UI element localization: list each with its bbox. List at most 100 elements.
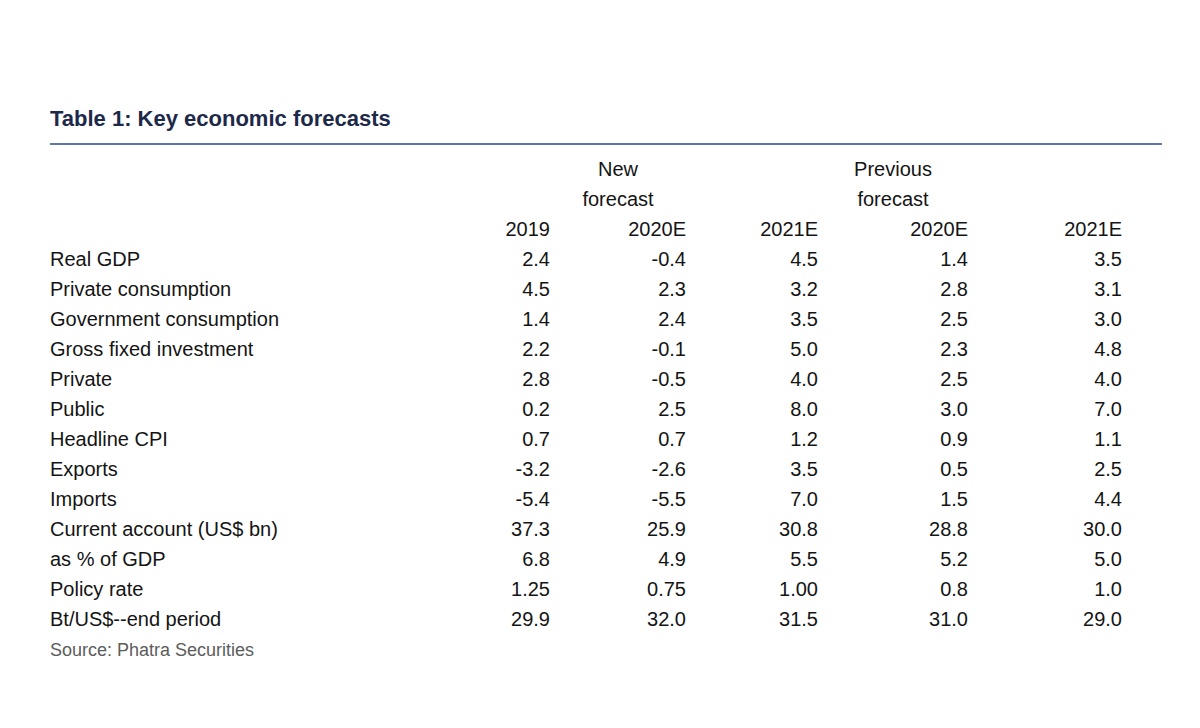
cell-value: 0.7 <box>440 424 550 454</box>
table-row: as % of GDP6.84.95.55.25.0 <box>50 544 1122 574</box>
cell-value: 4.9 <box>550 544 686 574</box>
table-row: Bt/US$--end period29.932.031.531.029.0 <box>50 604 1122 634</box>
cell-value: 3.1 <box>968 274 1122 304</box>
cell-value: 4.5 <box>440 274 550 304</box>
row-label: Public <box>50 394 440 424</box>
cell-value: -0.5 <box>550 364 686 394</box>
cell-value: 0.8 <box>818 574 968 604</box>
cell-value: 0.7 <box>550 424 686 454</box>
row-label: Exports <box>50 454 440 484</box>
group-header-row: New forecast Previous forecast <box>50 150 1122 214</box>
cell-value: 32.0 <box>550 604 686 634</box>
cell-value: 2.4 <box>550 304 686 334</box>
cell-value: 4.0 <box>968 364 1122 394</box>
row-label: Government consumption <box>50 304 440 334</box>
empty-cell <box>440 150 550 214</box>
cell-value: 4.5 <box>686 244 818 274</box>
row-label: Headline CPI <box>50 424 440 454</box>
cell-value: -0.4 <box>550 244 686 274</box>
cell-value: 5.2 <box>818 544 968 574</box>
row-label: Policy rate <box>50 574 440 604</box>
cell-value: 1.00 <box>686 574 818 604</box>
cell-value: 2.4 <box>440 244 550 274</box>
cell-value: 0.2 <box>440 394 550 424</box>
cell-value: 3.0 <box>968 304 1122 334</box>
cell-value: 0.5 <box>818 454 968 484</box>
cell-value: 7.0 <box>968 394 1122 424</box>
cell-value: 2.3 <box>550 274 686 304</box>
cell-value: 31.5 <box>686 604 818 634</box>
title-divider <box>50 143 1162 145</box>
empty-cell <box>50 150 440 214</box>
table-row: Gross fixed investment2.2-0.15.02.34.8 <box>50 334 1122 364</box>
row-label: Current account (US$ bn) <box>50 514 440 544</box>
cell-value: 2.5 <box>818 364 968 394</box>
cell-value: 37.3 <box>440 514 550 544</box>
year-header-row: 2019 2020E 2021E 2020E 2021E <box>50 214 1122 244</box>
row-label: Imports <box>50 484 440 514</box>
table-body: Real GDP2.4-0.44.51.43.5Private consumpt… <box>50 244 1122 634</box>
column-header-new-2020e: 2020E <box>550 214 686 244</box>
cell-value: 3.5 <box>686 454 818 484</box>
table-row: Policy rate1.250.751.000.81.0 <box>50 574 1122 604</box>
cell-value: 4.0 <box>686 364 818 394</box>
cell-value: 30.0 <box>968 514 1122 544</box>
row-label: as % of GDP <box>50 544 440 574</box>
column-header-prev-2021e: 2021E <box>968 214 1122 244</box>
cell-value: 29.9 <box>440 604 550 634</box>
forecast-table: New forecast Previous forecast 2019 2020… <box>50 150 1122 634</box>
cell-value: 2.2 <box>440 334 550 364</box>
row-label: Real GDP <box>50 244 440 274</box>
cell-value: 1.2 <box>686 424 818 454</box>
cell-value: 6.8 <box>440 544 550 574</box>
cell-value: 2.8 <box>818 274 968 304</box>
cell-value: 1.0 <box>968 574 1122 604</box>
cell-value: 28.8 <box>818 514 968 544</box>
row-label: Bt/US$--end period <box>50 604 440 634</box>
cell-value: 29.0 <box>968 604 1122 634</box>
cell-value: 2.8 <box>440 364 550 394</box>
table-row: Real GDP2.4-0.44.51.43.5 <box>50 244 1122 274</box>
cell-value: 5.0 <box>968 544 1122 574</box>
table-row: Imports-5.4-5.57.01.54.4 <box>50 484 1122 514</box>
table-row: Current account (US$ bn)37.325.930.828.8… <box>50 514 1122 544</box>
cell-value: 1.25 <box>440 574 550 604</box>
cell-value: 0.9 <box>818 424 968 454</box>
cell-value: 1.5 <box>818 484 968 514</box>
cell-value: 2.5 <box>818 304 968 334</box>
table-title: Table 1: Key economic forecasts <box>50 106 391 132</box>
source-note: Source: Phatra Securities <box>50 640 254 661</box>
cell-value: 2.5 <box>550 394 686 424</box>
column-header-2019: 2019 <box>440 214 550 244</box>
cell-value: 30.8 <box>686 514 818 544</box>
empty-cell <box>968 150 1122 214</box>
column-header-prev-2020e: 2020E <box>818 214 968 244</box>
cell-value: 1.1 <box>968 424 1122 454</box>
cell-value: 3.2 <box>686 274 818 304</box>
column-header-new-2021e: 2021E <box>686 214 818 244</box>
cell-value: 0.75 <box>550 574 686 604</box>
cell-value: 1.4 <box>440 304 550 334</box>
cell-value: -0.1 <box>550 334 686 364</box>
cell-value: 2.5 <box>968 454 1122 484</box>
cell-value: -2.6 <box>550 454 686 484</box>
row-label: Private <box>50 364 440 394</box>
empty-cell <box>50 214 440 244</box>
cell-value: -3.2 <box>440 454 550 484</box>
cell-value: 1.4 <box>818 244 968 274</box>
table-row: Private consumption4.52.33.22.83.1 <box>50 274 1122 304</box>
cell-value: 25.9 <box>550 514 686 544</box>
group-header-new-forecast: New forecast <box>550 150 686 214</box>
table-figure: Table 1: Key economic forecasts New fore… <box>0 0 1200 728</box>
table-row: Headline CPI0.70.71.20.91.1 <box>50 424 1122 454</box>
empty-cell <box>686 150 818 214</box>
cell-value: 7.0 <box>686 484 818 514</box>
cell-value: 8.0 <box>686 394 818 424</box>
row-label: Gross fixed investment <box>50 334 440 364</box>
cell-value: 5.0 <box>686 334 818 364</box>
cell-value: -5.5 <box>550 484 686 514</box>
cell-value: -5.4 <box>440 484 550 514</box>
cell-value: 31.0 <box>818 604 968 634</box>
table-row: Private2.8-0.54.02.54.0 <box>50 364 1122 394</box>
group-header-previous-forecast: Previous forecast <box>818 150 968 214</box>
